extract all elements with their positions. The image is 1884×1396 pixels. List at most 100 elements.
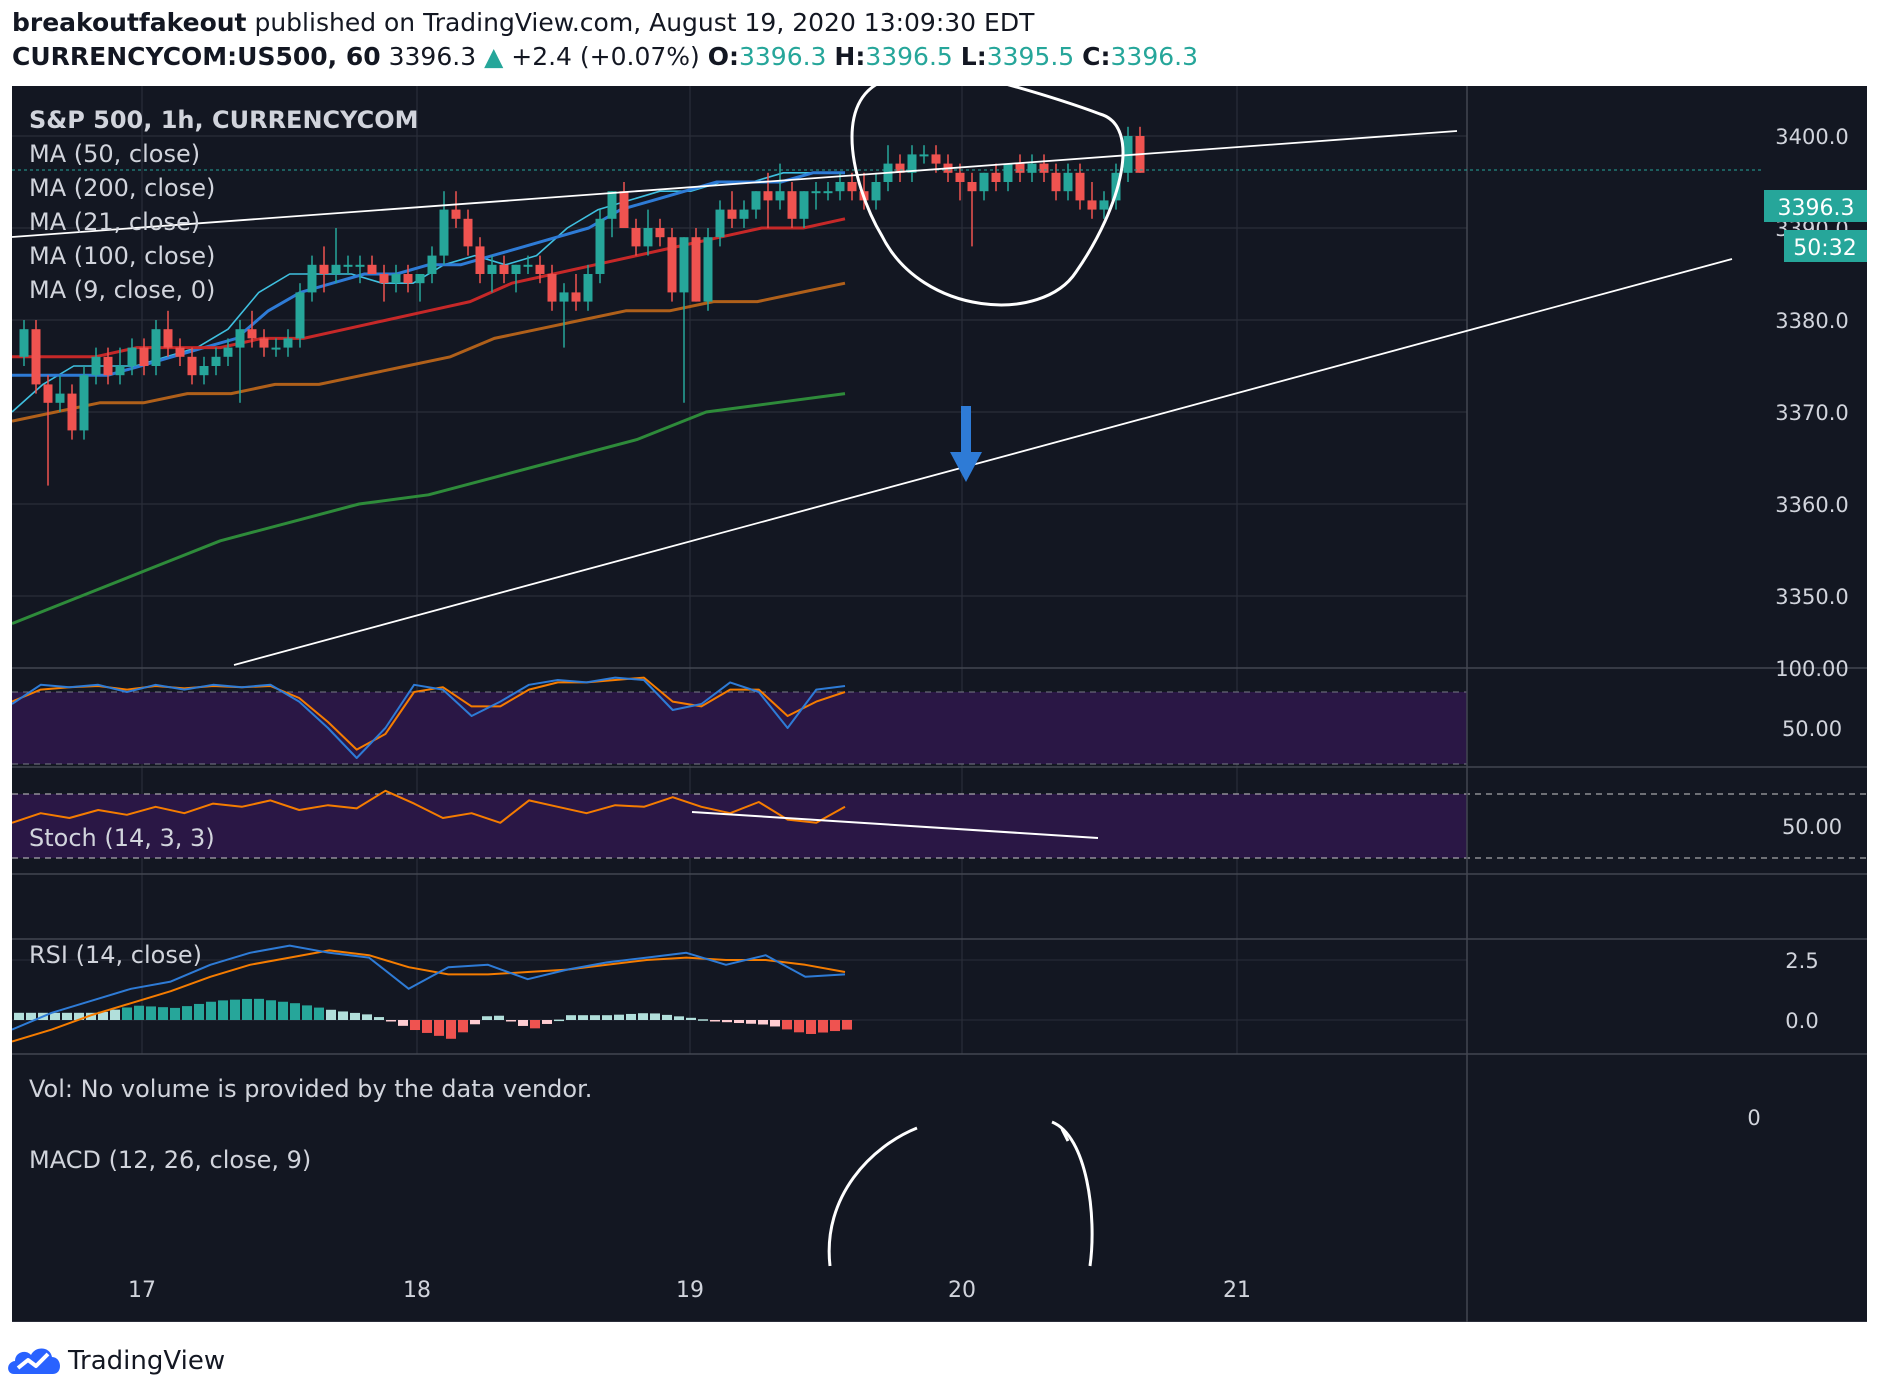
- legend-rsi[interactable]: RSI (14, close): [29, 941, 202, 969]
- candle: [319, 246, 329, 293]
- candle-body: [1063, 172, 1073, 192]
- candle: [619, 182, 629, 228]
- published-text: published on TradingView.com, August 19,…: [254, 8, 1035, 37]
- macd-histogram-bar: [170, 1007, 180, 1020]
- candle-body: [439, 209, 449, 256]
- candle-body: [43, 384, 53, 403]
- oscillator-bands: [12, 691, 1867, 859]
- candle: [979, 172, 989, 201]
- candle: [895, 154, 905, 182]
- macd-histogram-bar: [650, 1013, 660, 1020]
- candle-body: [919, 154, 929, 157]
- candle-body: [283, 338, 293, 348]
- macd-histogram-bar: [218, 1000, 228, 1020]
- candle-body: [451, 209, 461, 219]
- candle: [451, 191, 461, 228]
- candle: [55, 375, 65, 412]
- candle-body: [823, 191, 833, 194]
- open-label: O:: [707, 42, 739, 71]
- candle: [595, 209, 605, 284]
- candle-body: [871, 182, 881, 201]
- open-value: 3396.3: [738, 42, 827, 71]
- candle: [991, 163, 1001, 192]
- user-drawings[interactable]: [12, 86, 1733, 1267]
- candle: [955, 163, 965, 201]
- macd-histogram-bar: [482, 1016, 492, 1020]
- candle: [1015, 154, 1025, 182]
- legend-volume[interactable]: Vol: No volume is provided by the data v…: [29, 1075, 592, 1103]
- candle-body: [199, 366, 209, 376]
- countdown-value: 50:32: [1793, 236, 1856, 261]
- legend-ma9[interactable]: MA (9, close, 0): [29, 276, 215, 304]
- macd-histogram-bar: [158, 1007, 168, 1020]
- candle: [235, 320, 245, 403]
- price-axis-tick: 3350.0: [1775, 585, 1848, 609]
- macd-histogram-bar: [806, 1020, 816, 1034]
- candle-body: [463, 218, 473, 247]
- candle-body: [1003, 163, 1013, 182]
- tradingview-cloud-icon: [8, 1348, 61, 1374]
- chart-svg[interactable]: 3400.03390.03380.03370.03360.03350.0100.…: [12, 86, 1867, 1322]
- macd-histogram-bar: [302, 1005, 312, 1020]
- tradingview-branding[interactable]: TradingView: [0, 1336, 400, 1386]
- candle: [967, 172, 977, 247]
- macd-histogram-bar: [674, 1016, 684, 1020]
- macd-histogram-bar: [770, 1020, 780, 1027]
- candle: [199, 356, 209, 385]
- candle-body: [799, 191, 809, 219]
- down-arrow-shaft: [961, 406, 971, 456]
- time-axis-tick: 17: [128, 1278, 156, 1303]
- time-axis-tick: 18: [403, 1278, 431, 1303]
- candle: [271, 338, 281, 357]
- candle: [1075, 163, 1085, 210]
- macd-histogram-bar: [470, 1020, 480, 1025]
- candle: [259, 329, 269, 357]
- macd-histogram-bar: [722, 1020, 732, 1023]
- candle-body: [907, 154, 917, 173]
- candle-body: [835, 182, 845, 192]
- candle-body: [955, 172, 965, 182]
- candle-body: [775, 191, 785, 201]
- candle-body: [559, 292, 569, 302]
- candle: [679, 237, 689, 403]
- candle: [559, 283, 569, 348]
- candle: [499, 255, 509, 284]
- legend-ma100[interactable]: MA (100, close): [29, 242, 215, 270]
- macd-histogram-bar: [314, 1007, 324, 1020]
- candle-body: [319, 264, 329, 274]
- legend-ma200[interactable]: MA (200, close): [29, 174, 215, 202]
- close-label: C:: [1082, 42, 1111, 71]
- candle: [175, 338, 185, 366]
- candle: [691, 228, 701, 302]
- candle-body: [1015, 163, 1025, 173]
- candle: [715, 200, 725, 247]
- candlesticks: [12, 126, 1764, 486]
- candle: [403, 264, 413, 293]
- candle: [739, 200, 749, 228]
- candle: [535, 255, 545, 284]
- chart-canvas[interactable]: 3400.0 3390.0 3380.0 3370.0 3360.0 3350.0 100.…: [12, 86, 1867, 1322]
- candle-body: [967, 182, 977, 192]
- legend-macd[interactable]: MACD (12, 26, close, 9): [29, 1146, 311, 1174]
- price-axis-tick: 3370.0: [1775, 401, 1848, 425]
- rsi-band: [12, 794, 1467, 858]
- candle: [571, 274, 581, 311]
- legend-ma21[interactable]: MA (21, close): [29, 208, 200, 236]
- macd-histogram-bar: [362, 1014, 372, 1020]
- macd-histogram-bar: [410, 1020, 420, 1031]
- legend-ma50[interactable]: MA (50, close): [29, 140, 200, 168]
- candle: [511, 264, 521, 293]
- candle-body: [1099, 200, 1109, 210]
- candle: [907, 145, 917, 182]
- candle-body: [247, 329, 257, 339]
- macd-histogram-bar: [26, 1012, 36, 1020]
- stoch-k-line: [12, 676, 846, 759]
- candle: [43, 375, 53, 486]
- legend-title: S&P 500, 1h, CURRENCYCOM: [29, 106, 419, 134]
- candle-body: [151, 329, 161, 366]
- legend-stoch[interactable]: Stoch (14, 3, 3): [29, 824, 215, 852]
- candle-body: [187, 356, 197, 376]
- candle-body: [127, 347, 137, 366]
- macd-histogram-bar: [566, 1015, 576, 1020]
- author-name[interactable]: breakoutfakeout: [12, 8, 247, 37]
